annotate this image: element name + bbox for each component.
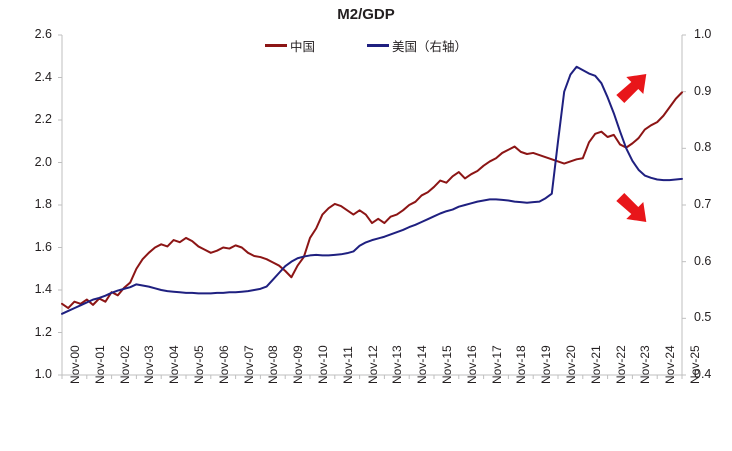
- legend-label-china: 中国: [289, 40, 315, 54]
- y-left-tick-label: 2.4: [34, 69, 52, 84]
- down-arrow-annotation: [616, 193, 647, 222]
- y-right-tick-label: 1.0: [694, 27, 712, 41]
- legend-entry-us: 美国（右轴）: [367, 36, 467, 55]
- y-left-tick-label: 1.0: [34, 367, 52, 381]
- y-right-tick-label: 0.7: [694, 197, 712, 211]
- y-left-tick-label: 1.4: [34, 282, 52, 296]
- down-arrow-icon: [616, 193, 647, 222]
- legend-label-us: 美国（右轴）: [392, 40, 468, 54]
- y-right-tick-label: 0.6: [694, 253, 712, 268]
- y-right-tick-label: 0.9: [694, 83, 712, 98]
- y-left-tick-label: 2.6: [34, 27, 52, 41]
- chart-title: M2/GDP: [337, 6, 395, 23]
- y-left-tick-label: 2.0: [34, 154, 52, 169]
- y-left-tick-label: 1.2: [34, 324, 52, 339]
- up-arrow-icon: [616, 74, 647, 103]
- y-left-tick-label: 1.6: [34, 239, 52, 254]
- legend-swatch-us: [367, 44, 389, 47]
- legend-swatch-china: [264, 44, 287, 47]
- y-left-tick-label: 1.8: [34, 197, 52, 211]
- y-left-tick-label: 2.2: [34, 112, 52, 126]
- y-right-tick-label: 0.8: [694, 140, 712, 155]
- y-right-tick-label: 0.4: [694, 367, 712, 381]
- series-line-us: [61, 65, 683, 315]
- up-arrow-annotation: [616, 74, 647, 103]
- series-line-china: [61, 91, 683, 310]
- chart-legend: 中国 美国（右轴）: [0, 36, 732, 55]
- y-right-tick-label: 0.5: [694, 310, 712, 325]
- legend-entry-china: 中国: [264, 36, 315, 55]
